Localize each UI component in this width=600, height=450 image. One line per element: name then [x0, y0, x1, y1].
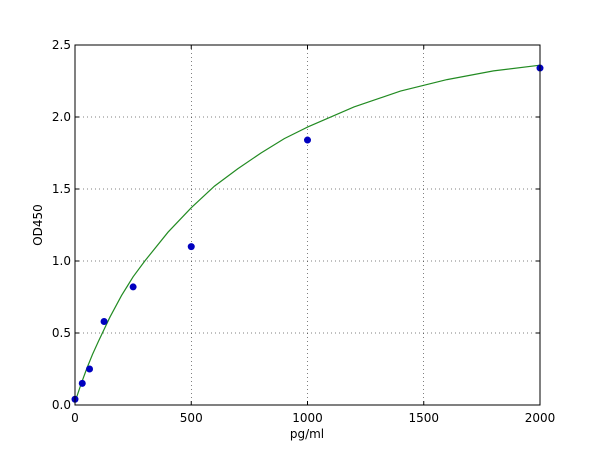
x-tick-label: 500 — [180, 411, 203, 425]
fit-curve-layer — [74, 64, 541, 403]
data-point — [78, 379, 86, 387]
x-tick-label: 2000 — [525, 411, 556, 425]
y-tick-label: 0.5 — [52, 326, 71, 340]
fit-curve — [74, 64, 541, 403]
x-tick-label: 1000 — [292, 411, 323, 425]
data-point — [100, 317, 108, 325]
y-tick-label: 2.5 — [52, 38, 71, 52]
y-tick-label: 1.0 — [52, 254, 71, 268]
y-tick-label: 2.0 — [52, 110, 71, 124]
x-axis-label: pg/ml — [290, 427, 324, 441]
x-tick-label: 1500 — [408, 411, 439, 425]
ticks — [74, 44, 541, 406]
data-point — [129, 283, 137, 291]
x-tick-labels: 0 500 1000 1500 2000 — [71, 411, 555, 425]
y-axis-label: OD450 — [31, 204, 45, 246]
y-tick-label: 0.0 — [52, 398, 71, 412]
data-point — [86, 365, 94, 373]
data-point — [304, 136, 311, 144]
data-points-layer — [71, 64, 544, 403]
x-tick-label: 0 — [71, 411, 79, 425]
y-tick-labels: 0.0 0.5 1.0 1.5 2.0 2.5 — [52, 38, 71, 412]
data-point — [187, 243, 195, 251]
y-tick-label: 1.5 — [52, 182, 71, 196]
